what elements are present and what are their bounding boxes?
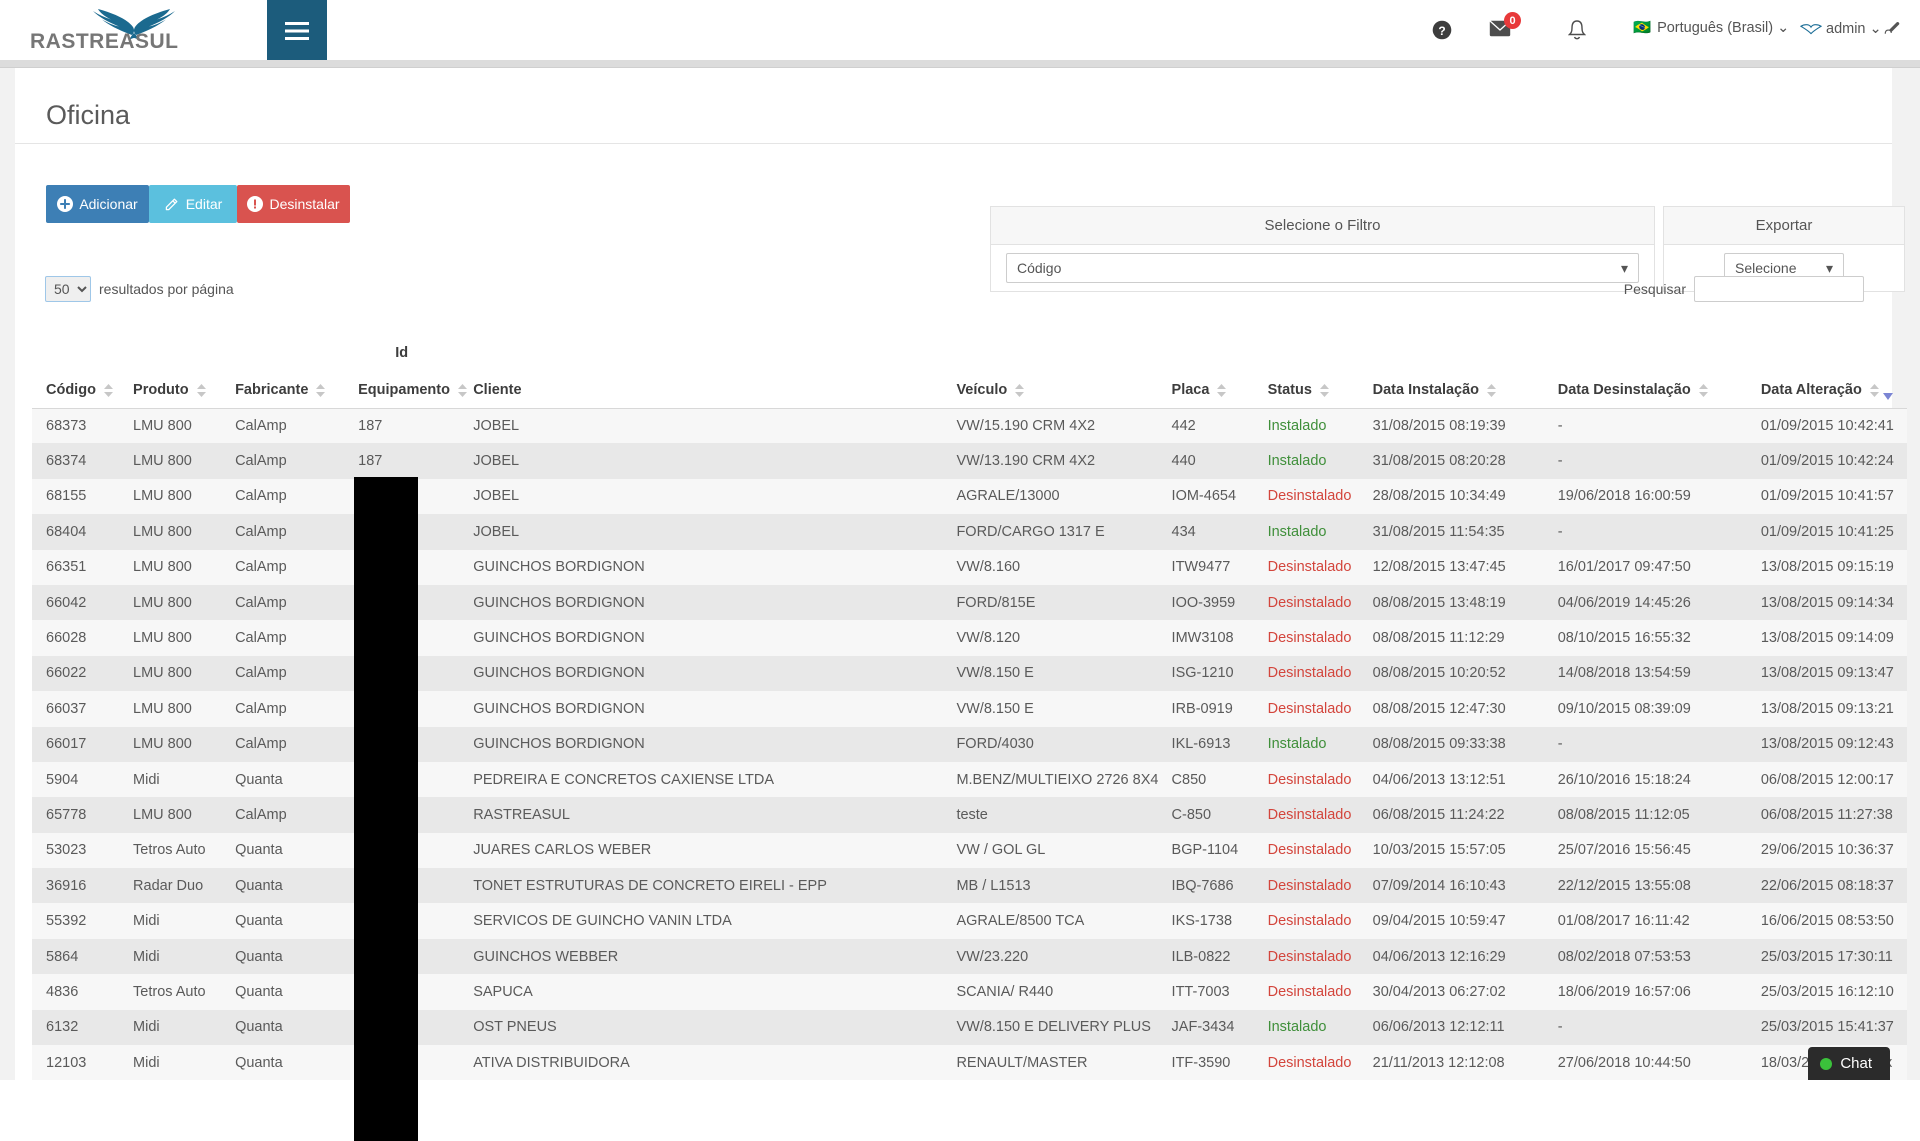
svg-text:?: ? [1438,24,1445,38]
